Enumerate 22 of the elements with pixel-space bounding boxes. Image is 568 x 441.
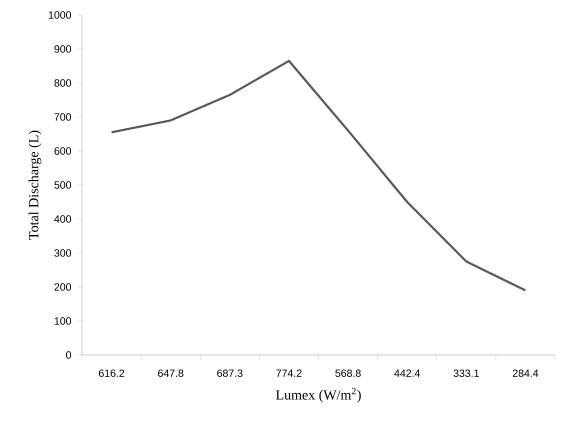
x-tick-label: 284.4 bbox=[512, 370, 538, 377]
x-tick-label: 568.8 bbox=[335, 370, 361, 377]
y-tick-label: 0 bbox=[66, 351, 72, 359]
x-tick-label: 774.2 bbox=[276, 370, 302, 377]
x-tick-label: 687.3 bbox=[217, 370, 242, 377]
y-tick-label: 200 bbox=[54, 283, 72, 291]
y-tick-label: 100 bbox=[54, 317, 72, 325]
y-tick-label: 400 bbox=[54, 215, 72, 223]
line-series bbox=[110, 60, 527, 292]
y-axis-title: Total Discharge (L) bbox=[28, 130, 42, 240]
x-tick-label: 647.8 bbox=[158, 370, 184, 377]
y-tick-label: 600 bbox=[54, 147, 72, 155]
x-tick-label: 616.2 bbox=[98, 370, 124, 377]
x-axis-title: Lumex (W/m$^{2}$) bbox=[276, 388, 361, 402]
x-tick-label: 333.1 bbox=[454, 370, 479, 377]
y-tick-label: 300 bbox=[54, 249, 72, 257]
x-tick-label: 442.4 bbox=[394, 370, 420, 377]
y-tick-label: 700 bbox=[54, 113, 72, 121]
y-tick-label: 900 bbox=[54, 45, 72, 53]
y-tick-label: 1000 bbox=[48, 11, 72, 19]
y-tick-label: 800 bbox=[54, 79, 72, 87]
y-tick-label: 500 bbox=[54, 181, 72, 189]
